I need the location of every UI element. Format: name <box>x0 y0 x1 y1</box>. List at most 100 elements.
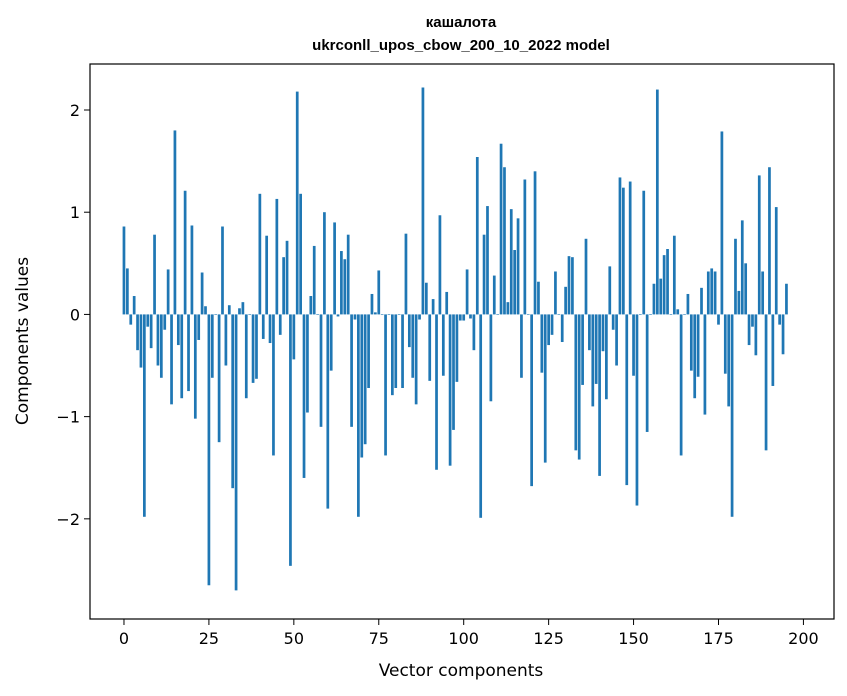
bar <box>615 314 618 366</box>
bar <box>421 87 425 315</box>
bar <box>384 314 387 456</box>
bar <box>166 269 170 315</box>
y-axis-label: Components values <box>13 257 33 425</box>
bar <box>411 314 415 378</box>
x-tick-label: 175 <box>703 629 734 648</box>
bar <box>557 314 561 316</box>
bar <box>761 271 765 315</box>
bar <box>299 193 302 315</box>
bar <box>720 131 724 315</box>
bar <box>404 233 408 315</box>
bar <box>445 291 449 315</box>
x-tick-label: 75 <box>369 629 389 648</box>
bar <box>238 308 241 315</box>
bar <box>319 314 323 427</box>
bar <box>207 314 211 586</box>
bar <box>323 212 326 315</box>
bar <box>693 314 697 399</box>
bar <box>146 314 150 327</box>
bar <box>377 270 381 315</box>
bar <box>387 314 391 316</box>
bar <box>662 255 666 315</box>
bar <box>696 314 700 377</box>
bar <box>159 314 163 378</box>
bar <box>173 130 177 315</box>
chart-subtitle: ukrconll_upos_cbow_200_10_2022 model <box>312 37 610 54</box>
bar <box>462 314 466 321</box>
bar <box>706 271 710 315</box>
bar <box>217 314 221 443</box>
bar <box>757 175 761 315</box>
bar <box>723 314 727 374</box>
bar <box>190 225 194 315</box>
bar <box>343 259 347 315</box>
bar <box>424 282 428 315</box>
bar <box>632 314 635 376</box>
bar <box>153 234 156 315</box>
bar <box>357 314 360 517</box>
bar <box>611 314 615 330</box>
bar <box>574 314 578 451</box>
bar <box>503 167 506 315</box>
bar <box>428 314 432 381</box>
bar <box>577 314 581 460</box>
bar <box>526 314 530 316</box>
bar <box>418 314 421 320</box>
x-tick-label: 125 <box>533 629 564 648</box>
bar <box>122 226 126 315</box>
bar <box>771 314 775 386</box>
bar <box>458 314 462 321</box>
bar <box>516 218 520 315</box>
bar <box>608 266 612 315</box>
bar <box>183 190 187 315</box>
y-tick-label: −2 <box>56 510 80 529</box>
bar <box>489 314 493 402</box>
bar <box>302 314 306 478</box>
bar <box>717 314 720 325</box>
bar <box>350 314 353 427</box>
bar <box>435 314 438 470</box>
bar <box>683 314 686 316</box>
bar <box>554 271 557 315</box>
bar <box>414 314 418 405</box>
bars-group <box>122 87 788 591</box>
bar <box>367 314 370 388</box>
bar <box>764 314 768 451</box>
bar <box>628 181 632 315</box>
bar <box>204 306 207 315</box>
bar <box>176 314 180 346</box>
bar <box>666 249 669 315</box>
bar <box>774 207 778 315</box>
x-tick-label: 25 <box>199 629 219 648</box>
bar <box>285 240 289 315</box>
bar <box>645 314 649 432</box>
bar <box>672 235 676 315</box>
x-tick-label: 100 <box>448 629 479 648</box>
x-tick-label: 200 <box>788 629 819 648</box>
bar <box>275 198 279 315</box>
bar <box>282 257 285 315</box>
bar <box>594 314 598 384</box>
bar <box>289 314 292 566</box>
bar <box>785 283 788 315</box>
bar <box>129 314 133 325</box>
bar <box>448 314 452 466</box>
bar <box>329 314 333 371</box>
bar <box>452 314 455 430</box>
bar <box>214 314 218 316</box>
bar <box>278 314 282 335</box>
bar <box>132 296 136 315</box>
bar <box>309 296 313 315</box>
bar <box>530 314 533 487</box>
bar <box>438 215 442 315</box>
bar <box>380 314 384 316</box>
bar <box>635 314 639 506</box>
bar <box>251 314 255 383</box>
x-axis-label: Vector components <box>379 661 544 681</box>
bar <box>346 234 350 315</box>
bar <box>618 177 622 315</box>
bar <box>180 314 184 399</box>
bar <box>353 314 357 320</box>
bar <box>560 314 564 343</box>
